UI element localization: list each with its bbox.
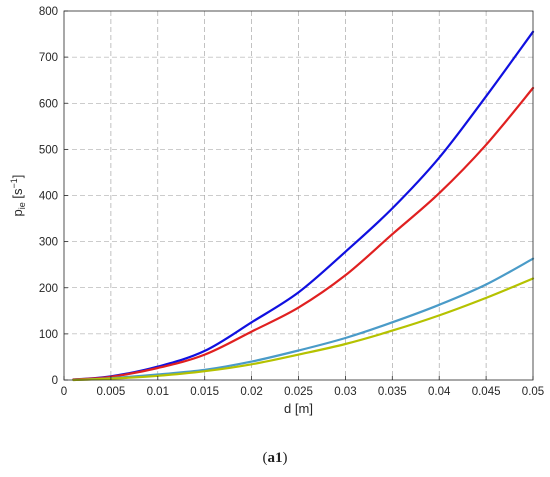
x-tick-label: 0.01 [147, 386, 169, 398]
y-tick-label: 800 [39, 6, 58, 18]
x-tick-label: 0.045 [472, 386, 501, 398]
caption-label: a1 [267, 450, 283, 466]
series-line-3 [72, 257, 535, 382]
y-tick-label: 700 [39, 52, 58, 64]
figure-caption: (a1) [262, 450, 288, 466]
y-tick-label: 200 [39, 283, 58, 295]
y-tick-label: 400 [39, 191, 58, 203]
x-tick-label: 0.03 [334, 386, 356, 398]
y-axis-label: pie [s−1] [9, 175, 27, 217]
y-tick-label: 100 [39, 329, 58, 341]
x-tick-label: 0.005 [97, 386, 126, 398]
y-tick-label: 600 [39, 98, 58, 110]
y-tick-label: 500 [39, 144, 58, 156]
y-axis-ticks: 0 100 200 300 400 500 600 700 800 [39, 6, 68, 387]
x-axis-ticks: 0 0.005 0.01 0.015 0.02 0.025 0.03 0.035 0.04 0.0… [61, 376, 544, 398]
y-tick-label: 0 [52, 375, 58, 387]
x-axis-label: d [m] [284, 401, 313, 416]
grid-lines [64, 11, 533, 380]
x-tick-label: 0 [61, 386, 67, 398]
y-tick-label: 300 [39, 237, 58, 249]
x-tick-label: 0.05 [522, 386, 544, 398]
x-tick-label: 0.015 [190, 386, 219, 398]
x-tick-label: 0.04 [428, 386, 451, 398]
series-line-1 [72, 30, 535, 381]
series-line-2 [72, 86, 535, 381]
x-tick-label: 0.035 [378, 386, 407, 398]
x-tick-label: 0.02 [240, 386, 262, 398]
series-line-4 [72, 277, 535, 382]
x-tick-label: 0.025 [284, 386, 313, 398]
series-lines [72, 30, 535, 382]
